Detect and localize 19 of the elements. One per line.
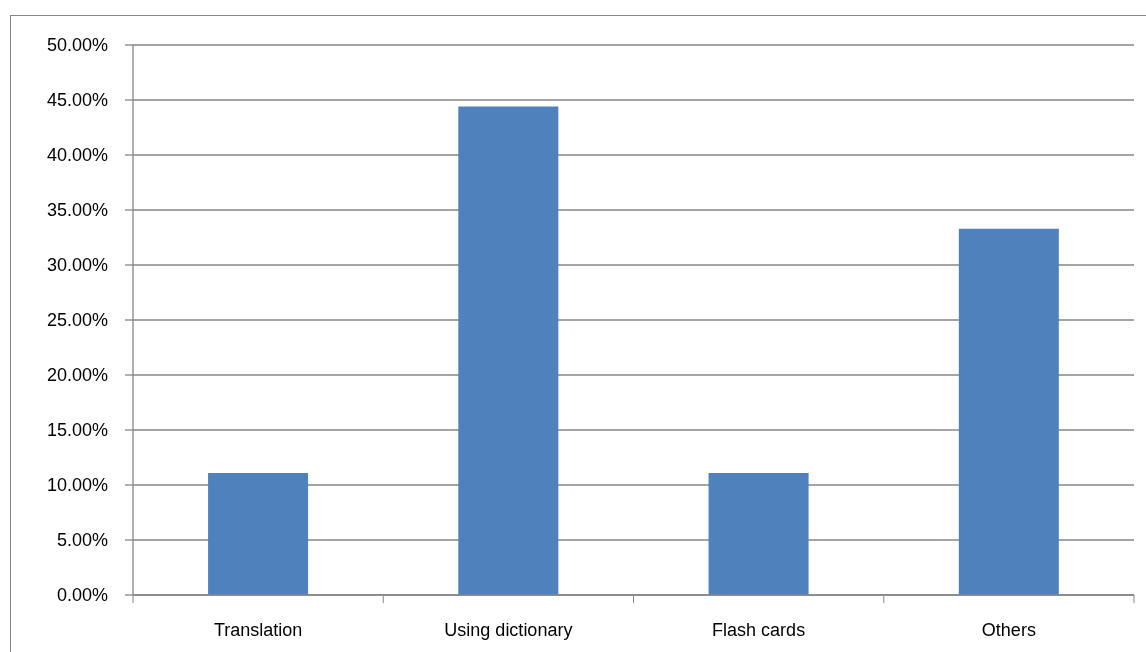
y-tick-label: 35.00% bbox=[46, 200, 108, 221]
y-tick-label: 15.00% bbox=[46, 420, 108, 441]
y-tick-label: 45.00% bbox=[46, 90, 108, 111]
x-tick-label: Translation bbox=[213, 619, 303, 640]
y-tick-label: 40.00% bbox=[46, 145, 108, 166]
bar bbox=[708, 472, 809, 595]
y-tick-label: 5.00% bbox=[56, 530, 108, 551]
y-tick-label: 10.00% bbox=[46, 475, 108, 496]
bar bbox=[958, 228, 1059, 595]
y-tick-label: 30.00% bbox=[46, 255, 108, 276]
y-tick-label: 20.00% bbox=[46, 365, 108, 386]
x-tick-label: Using dictionary bbox=[444, 619, 573, 640]
y-tick-label: 50.00% bbox=[46, 35, 108, 56]
x-tick-label: Flash cards bbox=[712, 619, 806, 640]
bar bbox=[458, 106, 559, 595]
y-tick-label: 25.00% bbox=[46, 310, 108, 331]
bar bbox=[208, 472, 309, 595]
x-tick-label: Others bbox=[981, 619, 1036, 640]
y-tick-label: 0.00% bbox=[56, 585, 108, 606]
